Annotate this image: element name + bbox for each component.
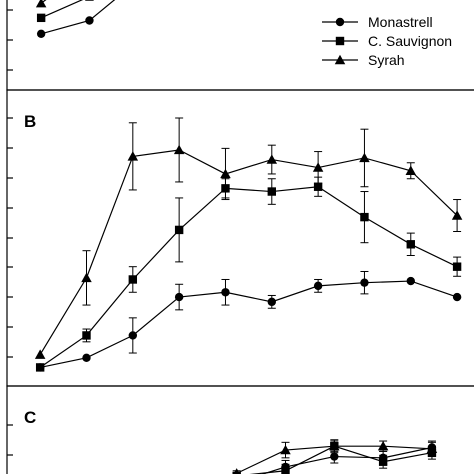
- chart-panel: B: [6, 89, 474, 387]
- data-point: [34, 349, 46, 359]
- legend-label: Monastrell: [368, 14, 433, 30]
- data-point: [233, 468, 240, 474]
- data-point: [281, 466, 290, 474]
- series-line: [39, 149, 458, 355]
- series-c-sauvignon: [36, 0, 94, 23]
- data-point: [280, 444, 291, 455]
- data-point: [267, 297, 276, 307]
- legend-marker: [334, 54, 346, 65]
- data-point: [221, 288, 230, 297]
- data-point: [81, 272, 92, 283]
- data-point: [35, 0, 47, 8]
- data-point: [426, 443, 438, 453]
- data-point: [452, 292, 462, 302]
- data-point: [174, 292, 184, 302]
- data-point: [174, 225, 184, 235]
- series-c-sauvignon: [35, 176, 462, 372]
- legend-label: Syrah: [368, 52, 405, 68]
- plot-area: [232, 439, 438, 474]
- panel-label: B: [24, 112, 36, 131]
- chart-panel: C: [6, 385, 474, 474]
- series-monastrell: [35, 270, 462, 372]
- data-point: [36, 29, 46, 38]
- data-point: [313, 281, 323, 291]
- data-point: [173, 144, 185, 155]
- series-monastrell: [36, 0, 116, 38]
- data-point: [36, 13, 46, 23]
- series-line: [40, 280, 458, 369]
- series-line: [39, 186, 458, 368]
- data-point: [313, 182, 323, 191]
- data-point: [359, 152, 370, 163]
- legend: Monastrell C. Sauvignon Syrah: [322, 14, 452, 68]
- data-point: [406, 240, 415, 249]
- legend-entry: C. Sauvignon: [322, 33, 452, 49]
- legend-marker: [335, 17, 345, 27]
- series-line: [40, 0, 84, 19]
- data-point: [406, 276, 415, 286]
- legend-marker: [335, 36, 345, 46]
- series-syrah: [35, 0, 47, 8]
- data-point: [452, 262, 462, 271]
- data-point: [405, 165, 417, 175]
- data-point: [378, 457, 388, 466]
- panel-frame: [6, 385, 474, 474]
- data-point: [85, 16, 94, 25]
- data-point: [360, 278, 369, 287]
- data-point: [329, 440, 340, 451]
- data-point: [330, 452, 339, 461]
- plot-area: [34, 117, 463, 372]
- data-point: [451, 210, 463, 220]
- panel-label: C: [24, 408, 36, 427]
- data-point: [267, 187, 276, 196]
- data-point: [220, 168, 231, 179]
- chart-panels: BC: [6, 0, 474, 474]
- data-point: [85, 0, 94, 1]
- data-point: [128, 331, 138, 340]
- data-point: [82, 353, 91, 363]
- data-point: [377, 440, 389, 451]
- data-point: [82, 331, 91, 340]
- legend-entry: Monastrell: [322, 14, 433, 30]
- plot-area: [35, 0, 116, 38]
- data-point: [360, 212, 369, 222]
- data-point: [266, 154, 278, 164]
- legend-label: C. Sauvignon: [368, 33, 452, 49]
- data-point: [312, 162, 324, 172]
- data-point: [35, 363, 45, 372]
- legend-entry: Syrah: [322, 52, 405, 68]
- data-point: [128, 275, 138, 284]
- series-syrah: [232, 440, 438, 474]
- data-point: [127, 151, 139, 161]
- series-syrah: [34, 117, 463, 359]
